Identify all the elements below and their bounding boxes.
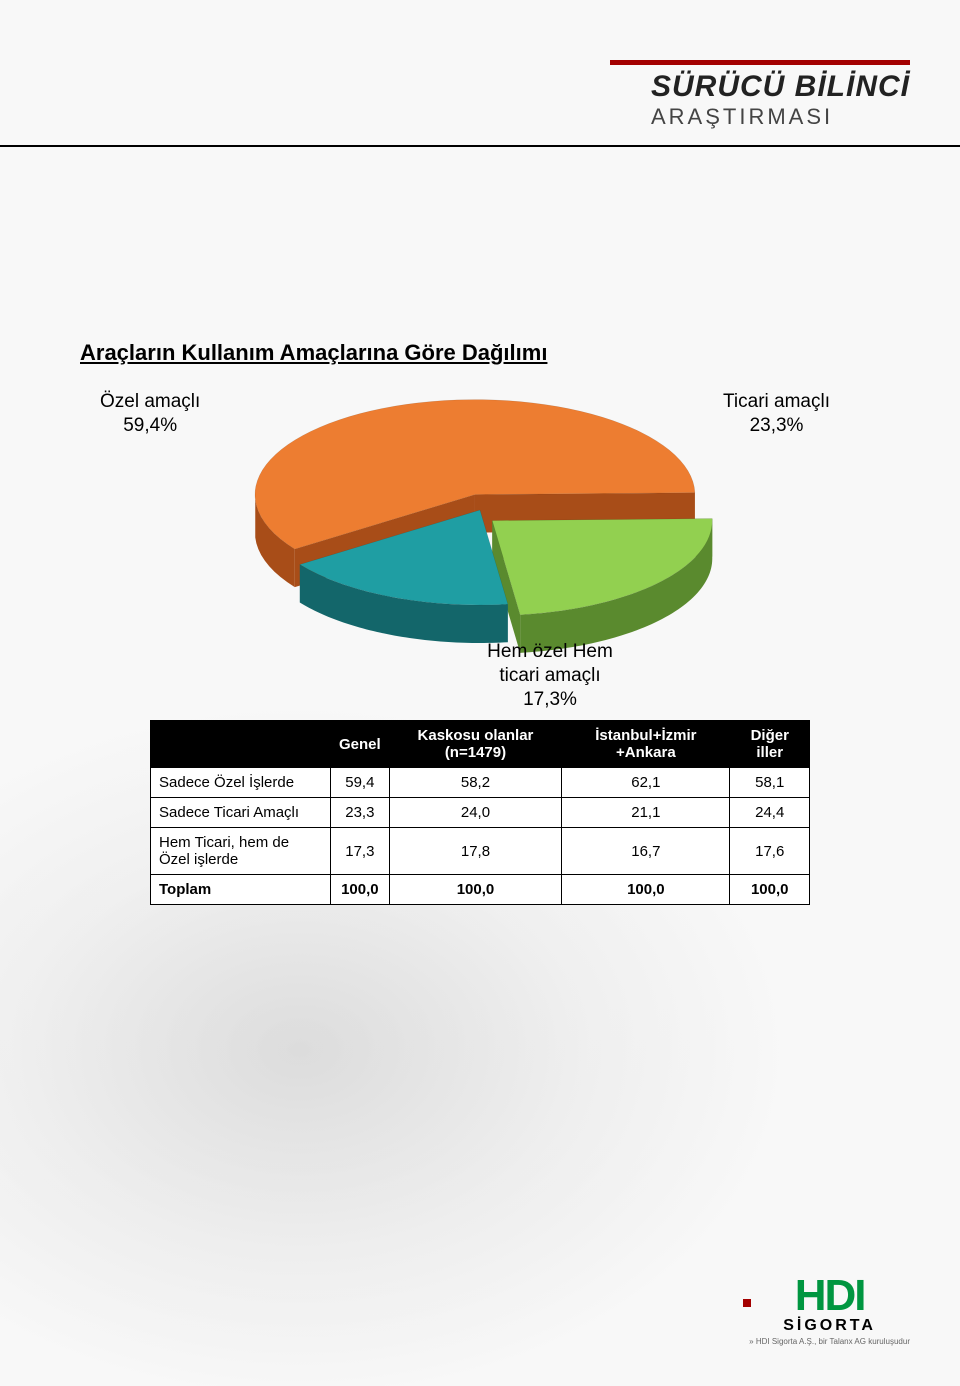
table-cell: 17,6 (730, 828, 810, 875)
table-cell: 58,2 (389, 768, 562, 798)
table-cell: 62,1 (562, 768, 730, 798)
table-row: Toplam100,0100,0100,0100,0 (151, 875, 810, 905)
table-cell: 59,4 (331, 768, 390, 798)
header-red-bar (610, 60, 910, 65)
table-row: Hem Ticari, hem de Özel işlerde17,317,81… (151, 828, 810, 875)
pie-label-hem-val: 17,3% (523, 689, 577, 710)
hdi-logo-text: HDI (795, 1278, 865, 1313)
table-row: Sadece Ticari Amaçlı23,324,021,124,4 (151, 798, 810, 828)
table-row-label: Sadece Özel İşlerde (151, 768, 331, 798)
pie-label-ticari: Ticari amaçlı 23,3% (723, 390, 830, 438)
table-header-cell: Genel (331, 721, 390, 768)
table-cell: 16,7 (562, 828, 730, 875)
table-cell: 17,3 (331, 828, 390, 875)
header-rule (0, 145, 960, 147)
data-table: GenelKaskosu olanlar (n=1479)İstanbul+İz… (150, 720, 810, 905)
pie-label-ozel-val: 59,4% (123, 415, 177, 436)
table-cell: 24,0 (389, 798, 562, 828)
table-cell: 58,1 (730, 768, 810, 798)
table-row: Sadece Özel İşlerde59,458,262,158,1 (151, 768, 810, 798)
footer-tiny-text: » HDI Sigorta A.Ş., bir Talanx AG kurulu… (749, 1337, 910, 1346)
pie-label-hem: Hem özel Hemticari amaçlı 17,3% (460, 640, 640, 711)
table-cell: 17,8 (389, 828, 562, 875)
table-cell: 21,1 (562, 798, 730, 828)
table-cell: 100,0 (730, 875, 810, 905)
table-cell: 23,3 (331, 798, 390, 828)
footer-logo: HDI SİGORTA » HDI Sigorta A.Ş., bir Tala… (749, 1278, 910, 1346)
table-header-cell (151, 721, 331, 768)
table-cell: 100,0 (389, 875, 562, 905)
table-cell: 100,0 (562, 875, 730, 905)
chart-title: Araçların Kullanım Amaçlarına Göre Dağıl… (80, 340, 547, 366)
hdi-red-square-icon (743, 1299, 751, 1307)
pie-chart: Özel amaçlı 59,4% Ticari amaçlı 23,3% He… (160, 380, 800, 700)
table-row-label: Hem Ticari, hem de Özel işlerde (151, 828, 331, 875)
header-title-line2: ARAŞTIRMASI (651, 104, 910, 130)
table-header-cell: İstanbul+İzmir +Ankara (562, 721, 730, 768)
table-row-label: Toplam (151, 875, 331, 905)
data-table-wrap: GenelKaskosu olanlar (n=1479)İstanbul+İz… (150, 720, 810, 905)
header-title-block: SÜRÜCÜ BİLİNCİ ARAŞTIRMASI (651, 70, 910, 130)
hdi-logo-wrap: HDI (749, 1278, 910, 1313)
page-header: SÜRÜCÜ BİLİNCİ ARAŞTIRMASI (0, 0, 960, 150)
table-cell: 24,4 (730, 798, 810, 828)
pie-label-ticari-val: 23,3% (750, 415, 804, 436)
hdi-logo: HDI (749, 1278, 910, 1313)
header-title-line1: SÜRÜCÜ BİLİNCİ (651, 70, 910, 104)
pie-label-hem-text: Hem özel Hemticari amaçlı (487, 641, 613, 686)
pie-label-ozel: Özel amaçlı 59,4% (100, 390, 200, 438)
table-row-label: Sadece Ticari Amaçlı (151, 798, 331, 828)
table-cell: 100,0 (331, 875, 390, 905)
table-header-cell: Diğer iller (730, 721, 810, 768)
pie-label-ozel-text: Özel amaçlı (100, 391, 200, 412)
pie-label-ticari-text: Ticari amaçlı (723, 391, 830, 412)
table-header-cell: Kaskosu olanlar (n=1479) (389, 721, 562, 768)
